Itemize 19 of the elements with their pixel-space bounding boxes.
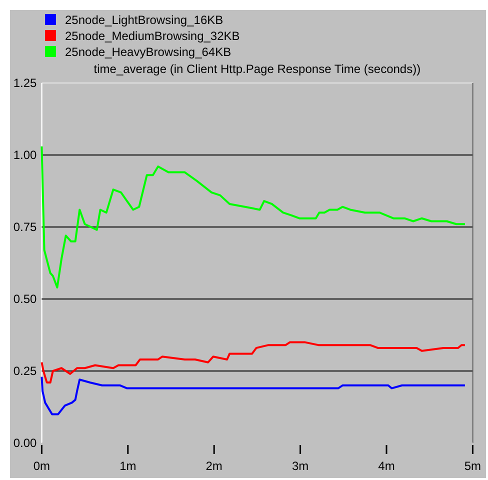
y-tick-label: 0.00 xyxy=(13,436,38,450)
x-tick-label: 0m xyxy=(33,459,50,473)
x-tick-label: 2m xyxy=(206,459,222,473)
line-series xyxy=(40,376,466,416)
chart-title: time_average (in Client Http.Page Response Time (seconds)) xyxy=(94,62,421,76)
x-tick-label: 4m xyxy=(378,459,395,473)
y-tick-label: 1.00 xyxy=(13,148,38,162)
x-tick-label: 5m xyxy=(464,459,482,473)
legend-label: 25node_MediumBrowsing_32KB xyxy=(65,29,240,43)
line-series xyxy=(40,145,466,288)
x-tick-label: 1m xyxy=(120,459,136,473)
y-tick-label: 1.25 xyxy=(13,76,38,90)
y-tick-label: 0.25 xyxy=(13,364,38,378)
line-series xyxy=(40,341,466,384)
y-tick-label: 0.50 xyxy=(13,292,38,306)
y-tick-label: 0.75 xyxy=(13,220,38,234)
x-tick-label: 3m xyxy=(292,459,309,473)
legend-label: 25node_HeavyBrowsing_64KB xyxy=(65,45,232,59)
legend-label: 25node_LightBrowsing_16KB xyxy=(65,13,224,27)
